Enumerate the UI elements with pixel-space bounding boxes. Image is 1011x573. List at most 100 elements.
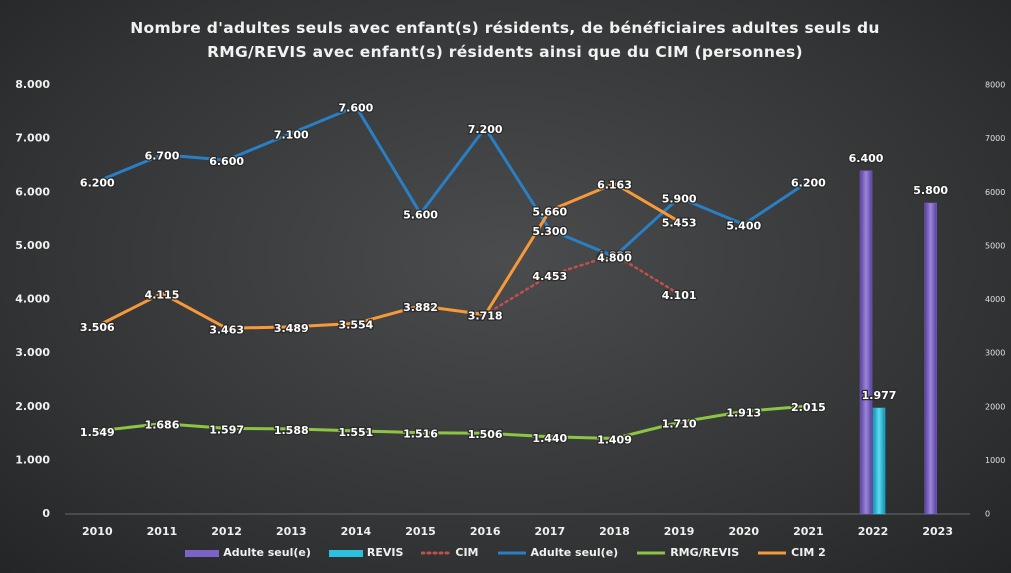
x-tick-label: 2019 bbox=[664, 525, 695, 538]
data-label: 6.400 bbox=[849, 152, 884, 165]
x-tick-label: 2010 bbox=[82, 525, 113, 538]
line-series bbox=[483, 253, 681, 316]
legend-label: Adulte seul(e) bbox=[223, 546, 311, 559]
data-label: 1.977 bbox=[862, 389, 897, 402]
legend-swatch bbox=[328, 549, 363, 557]
data-label: 3.718 bbox=[468, 310, 503, 323]
data-label: 6.200 bbox=[80, 177, 115, 190]
y-tick-label: 5.000 bbox=[15, 239, 50, 252]
x-tick-label: 2023 bbox=[922, 525, 953, 538]
x-tick-label: 2016 bbox=[470, 525, 501, 538]
x-tick-label: 2018 bbox=[599, 525, 630, 538]
legend-swatch bbox=[637, 551, 666, 554]
data-label: 1.409 bbox=[597, 433, 632, 446]
y-tick-label: 2.000 bbox=[15, 400, 50, 413]
data-label: 4.115 bbox=[145, 288, 180, 301]
x-tick-label: 2020 bbox=[728, 525, 759, 538]
y-tick-label: 8.000 bbox=[15, 78, 50, 91]
bar bbox=[924, 202, 937, 515]
data-label: 5.600 bbox=[403, 209, 438, 222]
y2-tick-label: 4000 bbox=[985, 295, 1005, 304]
data-label: 6.200 bbox=[791, 177, 826, 190]
y-tick-label: 1.000 bbox=[15, 453, 50, 466]
y-tick-label: 6.000 bbox=[15, 185, 50, 198]
data-label: 7.200 bbox=[468, 123, 503, 136]
data-label: 4.800 bbox=[597, 252, 632, 265]
data-label: 6.600 bbox=[209, 155, 244, 168]
bar bbox=[859, 170, 873, 515]
data-label: 3.463 bbox=[209, 323, 244, 336]
legend-swatch bbox=[185, 549, 220, 557]
legend-item: RMG/REVIS bbox=[636, 546, 739, 559]
data-label: 3.489 bbox=[274, 322, 309, 335]
data-label: 2.015 bbox=[791, 401, 826, 414]
data-label: 4.453 bbox=[532, 270, 567, 283]
data-label: 6.163 bbox=[597, 179, 632, 192]
data-label: 6.700 bbox=[145, 150, 180, 163]
legend-label: CIM bbox=[455, 546, 479, 559]
legend-item: CIM 2 bbox=[757, 546, 826, 559]
data-label: 5.453 bbox=[662, 217, 697, 230]
data-label: 1.506 bbox=[468, 428, 503, 441]
y2-tick-label: 7000 bbox=[985, 134, 1005, 143]
y2-tick-label: 8000 bbox=[985, 81, 1005, 90]
x-tick-label: 2012 bbox=[211, 525, 242, 538]
data-label: 3.882 bbox=[403, 301, 438, 314]
y-tick-label: 0 bbox=[42, 507, 50, 520]
legend-bar bbox=[185, 549, 220, 557]
y-tick-label: 7.000 bbox=[15, 132, 50, 145]
legend-swatch bbox=[497, 551, 526, 554]
data-label: 5.900 bbox=[662, 193, 697, 206]
legend-item: Adulte seul(e) bbox=[497, 546, 618, 559]
x-tick-label: 2022 bbox=[858, 525, 889, 538]
legend-label: RMG/REVIS bbox=[670, 546, 740, 559]
legend-bar bbox=[328, 549, 363, 557]
legend-item: Adulte seul(e) bbox=[185, 546, 311, 559]
y2-tick-label: 6000 bbox=[985, 188, 1005, 197]
data-label: 5.800 bbox=[913, 184, 948, 197]
legend-label: REVIS bbox=[366, 546, 404, 559]
legend-swatch bbox=[421, 551, 452, 554]
data-label: 7.100 bbox=[274, 128, 309, 141]
data-label: 7.600 bbox=[338, 101, 373, 114]
x-tick-label: 2013 bbox=[276, 525, 307, 538]
y2-tick-label: 1000 bbox=[985, 456, 1005, 465]
data-label: 5.660 bbox=[532, 205, 567, 218]
data-label: 3.718 bbox=[468, 310, 503, 323]
data-label: 1.588 bbox=[274, 424, 309, 437]
chart-title: Nombre d'adultes seuls avec enfant(s) ré… bbox=[130, 19, 880, 61]
data-label: 1.551 bbox=[338, 426, 373, 439]
data-label: 4.835 bbox=[597, 250, 632, 263]
legend-item: CIM bbox=[421, 546, 479, 559]
x-tick-label: 2017 bbox=[535, 525, 566, 538]
data-label: 5.400 bbox=[726, 219, 761, 232]
data-label: 1.686 bbox=[145, 419, 180, 432]
legend-swatch bbox=[758, 551, 787, 554]
data-label: 4.101 bbox=[662, 289, 697, 302]
y2-tick-label: 5000 bbox=[985, 241, 1005, 250]
legend: Adulte seul(e) REVIS CIM Adulte seul(e) RMG/… bbox=[0, 546, 1011, 559]
line-series bbox=[96, 182, 680, 330]
y2-tick-label: 2000 bbox=[985, 402, 1005, 411]
x-tick-label: 2021 bbox=[793, 525, 824, 538]
y2-tick-label: 3000 bbox=[985, 349, 1005, 358]
bar bbox=[872, 407, 886, 515]
y2-tick-label: 0 bbox=[985, 510, 990, 519]
data-label: 5.300 bbox=[532, 225, 567, 238]
y-tick-label: 3.000 bbox=[15, 346, 50, 359]
legend-label: CIM 2 bbox=[791, 546, 826, 559]
legend-item: REVIS bbox=[328, 546, 404, 559]
data-label: 1.516 bbox=[403, 428, 438, 441]
data-label: 1.597 bbox=[209, 423, 244, 436]
x-tick-label: 2015 bbox=[405, 525, 436, 538]
data-label: 1.913 bbox=[726, 406, 761, 419]
x-tick-label: 2011 bbox=[147, 525, 178, 538]
line-series bbox=[97, 404, 809, 440]
x-tick-label: 2014 bbox=[341, 525, 372, 538]
line-series bbox=[96, 104, 810, 259]
data-label: 1.440 bbox=[532, 432, 567, 445]
y-tick-label: 4.000 bbox=[15, 293, 50, 306]
data-label: 1.710 bbox=[662, 417, 697, 430]
